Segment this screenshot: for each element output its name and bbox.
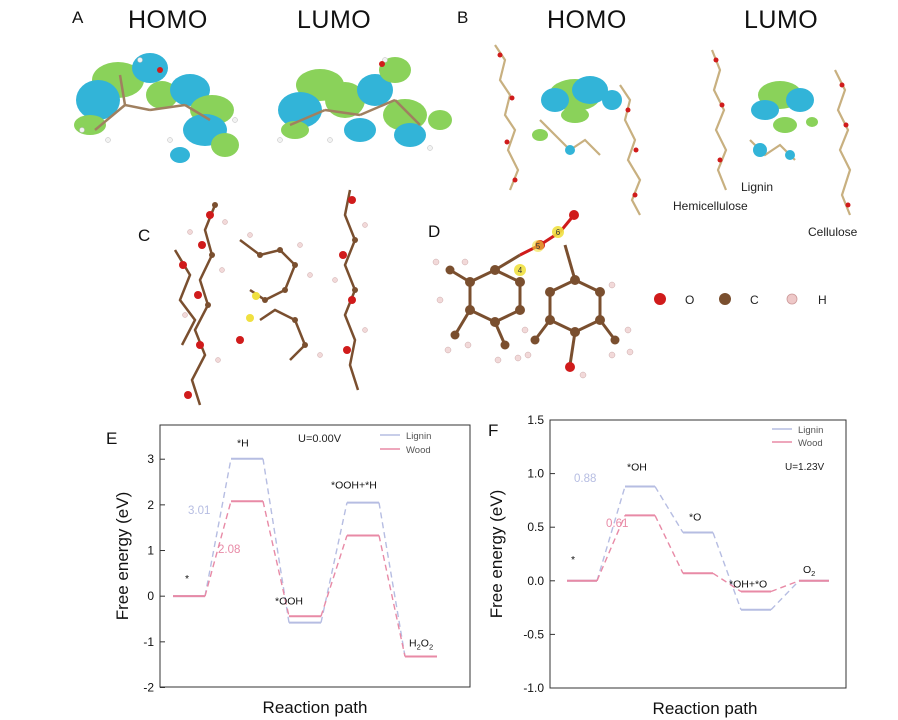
panel-label-d: D [428, 222, 441, 241]
hemicellulose-label: Hemicellulose [673, 199, 748, 213]
panel-label-c: C [138, 226, 151, 245]
atom-number-6: 6 [556, 228, 561, 237]
chart-e-frame [159, 424, 471, 688]
e-connector-lignin-1 [262, 458, 290, 623]
f-state-label-0: * [571, 554, 575, 566]
f-state-label-4: O2 [803, 564, 815, 578]
f-ytick-label-0: -1.0 [523, 681, 544, 695]
f-connector-wood-0 [596, 515, 626, 582]
molecule-dimer-d [432, 210, 634, 379]
f-connector-lignin-2 [712, 532, 742, 610]
atom-legend: O C H [654, 293, 827, 307]
f-state-label-3: *OH+*O [729, 579, 767, 591]
panel-label-e: E [106, 429, 117, 448]
e-annotation-1: 2.08 [218, 544, 240, 556]
legend-label-lignin-f: Lignin [798, 425, 823, 436]
chart-e-xlabel: Reaction path [263, 698, 368, 717]
atom-legend-o-label: O [685, 293, 694, 307]
f-connector-wood-2 [712, 572, 742, 593]
legend-label-wood-f: Wood [798, 438, 823, 449]
homo-orbital-b [494, 44, 642, 216]
e-ytick-label-3: 1 [147, 544, 154, 558]
chart-f-legend: Lignin Wood [772, 425, 823, 449]
f-annotation-1: 0.61 [606, 518, 628, 530]
e-state-label-0: * [185, 573, 189, 585]
e-connector-lignin-3 [378, 502, 406, 657]
chart-e-ylabel: Free energy (eV) [113, 492, 132, 621]
e-ytick-label-4: 2 [147, 498, 154, 512]
chart-f-xlabel: Reaction path [653, 699, 758, 718]
f-ytick-label-5: 1.5 [527, 413, 544, 427]
cellulose-label: Cellulose [808, 225, 858, 239]
e-connector-wood-3 [378, 535, 406, 657]
legend-label-lignin-e: Lignin [406, 431, 431, 442]
e-connector-wood-2 [320, 535, 348, 617]
atom-legend-o-icon [654, 293, 666, 305]
atom-number-5: 5 [536, 242, 541, 251]
molecule-cluster-c [173, 189, 368, 406]
e-ytick-label-2: 0 [147, 589, 154, 603]
e-state-label-3: *OOH+*H [331, 480, 377, 492]
chart-f-ylabel: Free energy (eV) [487, 490, 506, 619]
molecular-illustrations: 4 5 6 O C H [74, 44, 852, 406]
atom-number-4: 4 [518, 266, 523, 275]
e-state-label-2: *OOH [275, 596, 303, 608]
atom-legend-h-label: H [818, 293, 827, 307]
panel-label-a: A [72, 8, 84, 27]
f-ytick-label-4: 1.0 [527, 467, 544, 481]
f-connector-wood-1 [654, 515, 684, 574]
lumo-orbital-a [277, 57, 452, 151]
chart-e-condition: U=0.00V [298, 433, 342, 445]
e-state-label-1: *H [237, 438, 249, 450]
homo-title-a: HOMO [128, 6, 208, 34]
f-state-label-1: *OH [627, 461, 647, 473]
homo-title-b: HOMO [547, 6, 627, 34]
e-annotation-0: 3.01 [188, 505, 210, 517]
f-ytick-label-3: 0.5 [527, 520, 544, 534]
chart-f: F -1.0 -0.5 0.0 0.5 1.0 1.5 * *OH *O *OH+*O O2 0.8… [487, 413, 847, 718]
f-connector-lignin-0 [596, 486, 626, 581]
legend-label-wood-e: Wood [406, 445, 431, 456]
lignin-label: Lignin [741, 180, 774, 194]
panel-label-b: B [457, 8, 469, 27]
chart-e-legend: Lignin Wood [380, 431, 431, 456]
e-connector-wood-0 [204, 501, 232, 597]
e-ytick-label-0: -2 [143, 681, 154, 695]
atom-legend-h-icon [786, 293, 798, 305]
e-connector-lignin-0 [204, 458, 232, 597]
chart-f-frame [549, 419, 847, 689]
f-connector-wood-3 [770, 580, 800, 593]
e-state-label-4: H2O2 [409, 637, 433, 651]
lumo-title-a: LUMO [297, 6, 372, 34]
e-ytick-label-5: 3 [147, 452, 154, 466]
panel-label-f: F [488, 421, 498, 440]
f-ytick-label-2: 0.0 [527, 574, 544, 588]
f-connector-lignin-3 [770, 580, 800, 611]
f-state-label-2: *O [689, 512, 701, 524]
e-ytick-label-1: -1 [143, 635, 154, 649]
lumo-title-b: LUMO [744, 6, 819, 34]
f-ytick-label-1: -0.5 [523, 627, 544, 641]
f-connector-lignin-1 [654, 486, 684, 533]
homo-orbital-a [74, 53, 239, 163]
chart-f-condition: U=1.23V [785, 462, 825, 473]
chart-e: E -2 -1 0 1 2 3 * *H *OOH *OOH+*H H2O2 3.01 2.08 U=… [106, 424, 471, 717]
atom-legend-c-icon [719, 293, 731, 305]
lumo-orbital-b [710, 49, 852, 216]
atom-legend-c-label: C [750, 293, 759, 307]
f-annotation-0: 0.88 [574, 473, 596, 485]
